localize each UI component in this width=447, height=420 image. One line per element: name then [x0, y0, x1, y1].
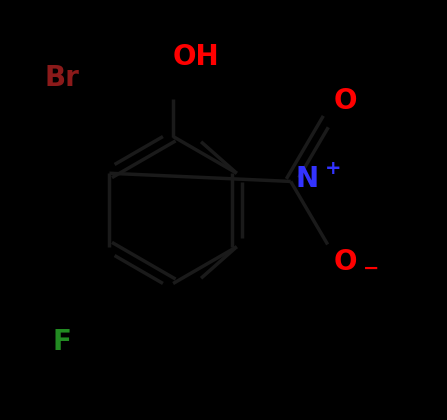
- Text: Br: Br: [44, 64, 79, 92]
- Text: N: N: [296, 165, 319, 192]
- Text: OH: OH: [173, 43, 219, 71]
- Text: O: O: [333, 87, 357, 115]
- Text: +: +: [325, 158, 342, 178]
- Text: O: O: [333, 249, 357, 276]
- Text: F: F: [52, 328, 71, 356]
- Text: −: −: [363, 259, 380, 278]
